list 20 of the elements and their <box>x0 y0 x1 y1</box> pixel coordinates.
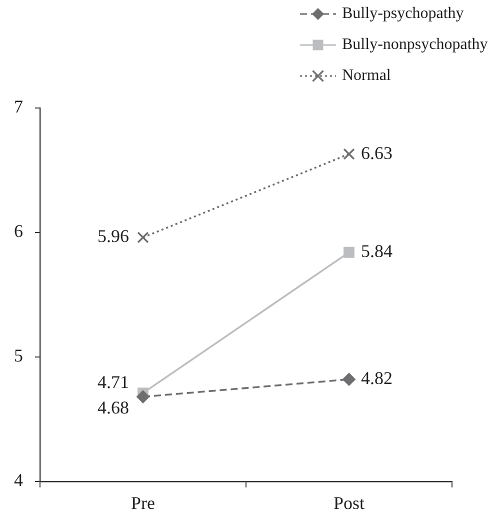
point <box>343 148 355 160</box>
legend-label: Bully-nonpsychopathy <box>342 36 488 54</box>
point <box>136 390 150 404</box>
data-label: 4.68 <box>98 397 129 418</box>
legend-label: Normal <box>342 67 392 84</box>
data-label: 5.96 <box>98 226 129 246</box>
x-tick-label: Pre <box>131 492 156 513</box>
y-tick-label: 7 <box>14 96 23 117</box>
point <box>344 246 354 258</box>
point <box>137 232 149 244</box>
data-label: 5.84 <box>361 241 392 262</box>
data-label: 4.82 <box>361 368 392 388</box>
legend-label: Bully-psychopathy <box>342 5 464 22</box>
data-label: 4.71 <box>98 372 129 392</box>
data-label: 6.63 <box>361 142 392 163</box>
y-tick-label: 4 <box>14 470 23 490</box>
y-tick-label: 6 <box>14 221 23 242</box>
x-tick-label: Post <box>333 492 365 513</box>
point <box>342 372 356 386</box>
y-tick-label: 5 <box>14 346 23 366</box>
